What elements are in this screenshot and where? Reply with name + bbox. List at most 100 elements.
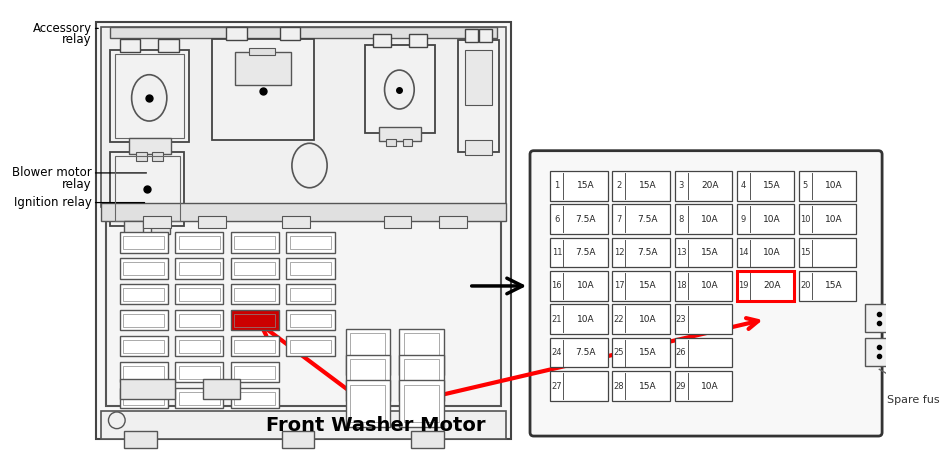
- Bar: [101, 411, 506, 439]
- Bar: [479, 29, 492, 42]
- Bar: [904, 338, 932, 366]
- Bar: [458, 40, 499, 152]
- Text: 4: 4: [741, 181, 745, 190]
- Bar: [287, 336, 335, 356]
- Bar: [179, 314, 220, 327]
- Bar: [110, 50, 189, 142]
- Bar: [234, 236, 275, 249]
- Bar: [230, 362, 279, 382]
- Bar: [119, 379, 175, 399]
- Bar: [230, 284, 279, 305]
- Bar: [613, 271, 670, 301]
- Bar: [551, 171, 608, 201]
- Text: 19: 19: [738, 282, 748, 290]
- Text: 15A: 15A: [825, 282, 843, 290]
- Text: 21: 21: [552, 315, 562, 324]
- Bar: [282, 431, 314, 448]
- Bar: [737, 238, 794, 267]
- Text: 10: 10: [800, 215, 810, 224]
- Bar: [379, 126, 421, 141]
- Text: 16: 16: [552, 282, 562, 290]
- Text: 7.5A: 7.5A: [575, 248, 596, 257]
- Text: 10A: 10A: [577, 282, 594, 290]
- Text: 15A: 15A: [763, 181, 780, 190]
- Bar: [175, 310, 224, 330]
- Bar: [179, 340, 220, 352]
- Text: 10A: 10A: [825, 181, 843, 190]
- Bar: [384, 217, 412, 227]
- Bar: [551, 204, 608, 234]
- Text: 20A: 20A: [701, 181, 718, 190]
- Bar: [346, 329, 390, 375]
- Bar: [290, 236, 331, 249]
- Text: 10A: 10A: [825, 215, 843, 224]
- Bar: [465, 50, 492, 105]
- Text: 15A: 15A: [577, 181, 594, 190]
- Bar: [115, 156, 180, 221]
- Text: 5: 5: [803, 181, 807, 190]
- Bar: [737, 271, 794, 301]
- Bar: [119, 232, 167, 252]
- Text: Blower motor: Blower motor: [12, 166, 92, 180]
- Text: 15A: 15A: [639, 382, 656, 391]
- Text: 29: 29: [676, 382, 686, 391]
- Text: Front Washer Motor: Front Washer Motor: [266, 415, 486, 435]
- Bar: [230, 336, 279, 356]
- Text: 1: 1: [555, 181, 559, 190]
- Text: 13: 13: [676, 248, 686, 257]
- Bar: [249, 48, 275, 55]
- Bar: [123, 314, 164, 327]
- Bar: [175, 362, 224, 382]
- Text: 15A: 15A: [639, 181, 656, 190]
- Text: 22: 22: [614, 315, 624, 324]
- Text: 11: 11: [552, 248, 562, 257]
- Text: 6: 6: [555, 215, 559, 224]
- Bar: [234, 262, 275, 275]
- Bar: [97, 22, 510, 439]
- Bar: [799, 171, 856, 201]
- Bar: [351, 385, 385, 422]
- Bar: [866, 305, 893, 332]
- Bar: [613, 338, 670, 368]
- Bar: [234, 314, 275, 327]
- Bar: [351, 333, 385, 370]
- Text: Accessory: Accessory: [33, 22, 92, 35]
- Bar: [290, 314, 331, 327]
- Bar: [409, 34, 427, 47]
- Bar: [119, 258, 167, 279]
- Bar: [346, 354, 390, 401]
- Text: 26: 26: [676, 348, 686, 357]
- Bar: [234, 340, 275, 352]
- Bar: [613, 238, 670, 267]
- Bar: [675, 171, 732, 201]
- Bar: [230, 258, 279, 279]
- Bar: [346, 380, 390, 427]
- Ellipse shape: [132, 75, 166, 121]
- Bar: [105, 221, 501, 407]
- Bar: [123, 236, 164, 249]
- Bar: [403, 139, 413, 146]
- Bar: [152, 152, 164, 161]
- Bar: [159, 39, 179, 52]
- Bar: [151, 221, 169, 234]
- Bar: [465, 29, 478, 42]
- Text: 15A: 15A: [701, 248, 718, 257]
- Text: 7.5A: 7.5A: [575, 348, 596, 357]
- Bar: [175, 258, 224, 279]
- Bar: [400, 380, 444, 427]
- Bar: [230, 232, 279, 252]
- Bar: [179, 262, 220, 275]
- Bar: [119, 336, 167, 356]
- Text: Spare fuse: Spare fuse: [886, 395, 940, 405]
- Bar: [235, 53, 291, 85]
- Bar: [234, 288, 275, 301]
- Bar: [465, 141, 492, 155]
- Bar: [175, 388, 224, 408]
- Text: 28: 28: [614, 382, 624, 391]
- Text: 10A: 10A: [763, 248, 780, 257]
- Bar: [203, 379, 240, 399]
- Bar: [280, 26, 300, 40]
- Bar: [234, 392, 275, 405]
- Bar: [123, 288, 164, 301]
- Bar: [136, 152, 148, 161]
